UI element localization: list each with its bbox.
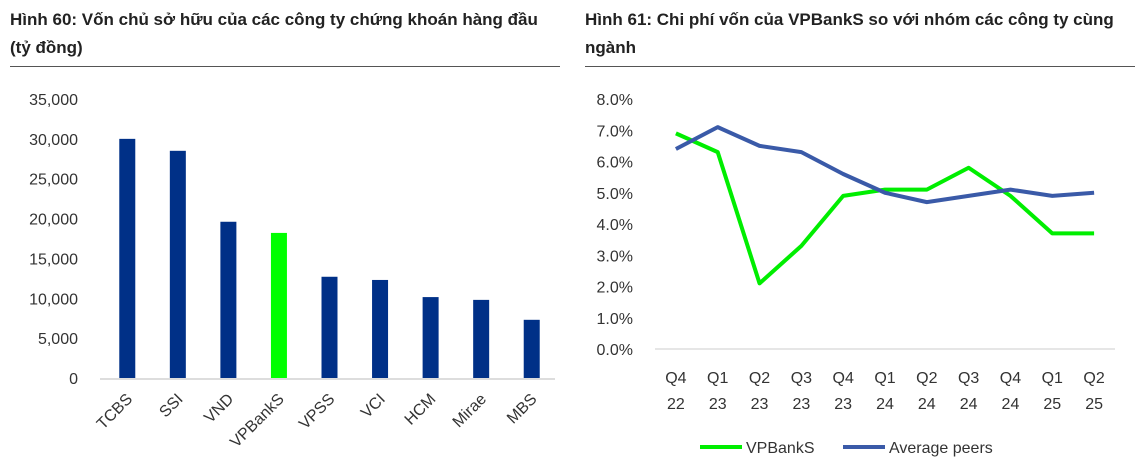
x-tick-label: 24 xyxy=(876,396,894,413)
y-tick-label: 0.0% xyxy=(597,342,633,359)
x-tick-label: Q4 xyxy=(665,370,686,387)
x-tick-label: Q4 xyxy=(1000,370,1021,387)
legend-label: VPBankS xyxy=(746,440,814,457)
y-tick-label: 30,000 xyxy=(29,132,78,149)
x-tick-label: 23 xyxy=(834,396,852,413)
x-tick-label: Q2 xyxy=(749,370,770,387)
bar-vpbanks xyxy=(270,232,287,378)
x-tick-label: 23 xyxy=(751,396,769,413)
bar-hcm xyxy=(422,297,439,378)
x-tick-label: SSI xyxy=(156,391,186,421)
y-tick-label: 20,000 xyxy=(29,212,78,229)
bar-vnd xyxy=(220,221,237,378)
y-tick-label: 35,000 xyxy=(29,92,78,109)
x-tick-label: Q1 xyxy=(707,370,728,387)
x-tick-label: Q1 xyxy=(1042,370,1063,387)
x-tick-label: 25 xyxy=(1043,396,1061,413)
x-tick-label: 24 xyxy=(1002,396,1020,413)
x-tick-label: HCM xyxy=(402,391,440,429)
y-tick-label: 5.0% xyxy=(597,186,633,203)
x-tick-label: 23 xyxy=(792,396,810,413)
bar-mbs xyxy=(523,319,540,378)
y-tick-label: 0 xyxy=(69,371,78,388)
x-tick-label: TCBS xyxy=(94,391,136,433)
bar-vci xyxy=(372,279,389,378)
y-tick-label: 6.0% xyxy=(597,155,633,172)
x-tick-label: 22 xyxy=(667,396,685,413)
y-tick-label: 3.0% xyxy=(597,248,633,265)
y-tick-label: 2.0% xyxy=(597,280,633,297)
y-tick-label: 25,000 xyxy=(29,172,78,189)
x-tick-label: MBS xyxy=(504,391,541,428)
x-tick-label: VND xyxy=(201,391,237,427)
y-tick-label: 10,000 xyxy=(29,291,78,308)
x-tick-label: Q1 xyxy=(874,370,895,387)
x-tick-label: Mirae xyxy=(450,391,490,431)
line-vpbanks xyxy=(675,131,1095,286)
x-tick-label: VPBankS xyxy=(227,391,287,451)
x-tick-label: Q2 xyxy=(916,370,937,387)
x-tick-label: 24 xyxy=(918,396,936,413)
y-tick-label: 15,000 xyxy=(29,251,78,268)
x-tick-label: Q4 xyxy=(833,370,854,387)
y-tick-label: 5,000 xyxy=(38,331,78,348)
x-tick-label: Q3 xyxy=(791,370,812,387)
x-tick-label: VCI xyxy=(358,391,389,422)
bar-mirae xyxy=(473,299,490,378)
y-tick-label: 1.0% xyxy=(597,311,633,328)
x-tick-label: 25 xyxy=(1085,396,1103,413)
x-tick-label: Q2 xyxy=(1083,370,1104,387)
legend-label: Average peers xyxy=(889,440,993,457)
x-tick-label: VPSS xyxy=(296,391,338,433)
x-tick-label: 23 xyxy=(709,396,727,413)
x-tick-label: 24 xyxy=(960,396,978,413)
chart-title-equity: Hình 60: Vốn chủ sở hữu của các công ty … xyxy=(10,6,560,67)
x-tick-label: Q3 xyxy=(958,370,979,387)
line-average-peers xyxy=(674,125,1095,205)
y-tick-label: 4.0% xyxy=(597,217,633,234)
bar-tcbs xyxy=(119,138,136,378)
bar-vpss xyxy=(321,276,338,378)
y-tick-label: 8.0% xyxy=(597,92,633,109)
y-tick-label: 7.0% xyxy=(597,123,633,140)
chart-title-cost-of-capital: Hình 61: Chi phí vốn của VPBankS so với … xyxy=(585,6,1135,67)
bar-ssi xyxy=(169,150,186,378)
